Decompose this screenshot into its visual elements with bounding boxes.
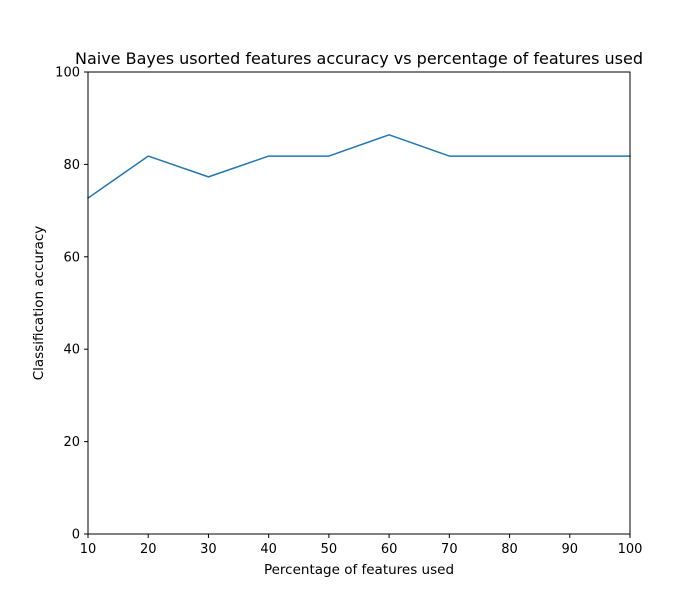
series-layer bbox=[86, 134, 631, 200]
y-tick-label: 60 bbox=[63, 250, 80, 265]
x-tick-label: 60 bbox=[381, 542, 398, 557]
y-tick-label: 0 bbox=[72, 528, 80, 543]
x-axis-ticks: 10 20 30 40 50 60 70 80 90 100 bbox=[80, 534, 643, 557]
x-tick-label: 10 bbox=[80, 542, 97, 557]
x-tick-label: 50 bbox=[321, 542, 338, 557]
x-tick-label: 40 bbox=[260, 542, 277, 557]
y-axis-label: Classification accuracy bbox=[31, 226, 47, 381]
y-tick-label: 20 bbox=[63, 435, 80, 450]
series-line-0 bbox=[86, 134, 631, 200]
x-tick-label: 90 bbox=[562, 542, 579, 557]
x-tick-label: 70 bbox=[441, 542, 458, 557]
x-tick-label: 80 bbox=[501, 542, 518, 557]
x-axis-label: Percentage of features used bbox=[264, 562, 454, 578]
x-tick-label: 100 bbox=[618, 542, 643, 557]
y-tick-label: 40 bbox=[63, 343, 80, 358]
chart-title: Naive Bayes usorted features accuracy vs… bbox=[75, 49, 643, 68]
plot-area-frame bbox=[87, 71, 631, 535]
y-tick-label: 100 bbox=[55, 66, 80, 81]
x-tick-label: 30 bbox=[200, 542, 217, 557]
y-tick-label: 80 bbox=[63, 158, 80, 173]
x-tick-label: 20 bbox=[140, 542, 157, 557]
y-axis-ticks: 0 20 40 60 80 100 bbox=[55, 66, 88, 543]
